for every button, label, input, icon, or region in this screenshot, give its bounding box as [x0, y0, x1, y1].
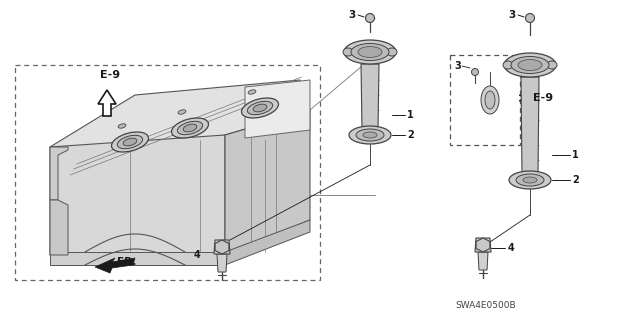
Circle shape: [365, 13, 374, 23]
Polygon shape: [98, 90, 116, 116]
Ellipse shape: [349, 126, 391, 144]
Ellipse shape: [481, 86, 499, 114]
Ellipse shape: [111, 132, 148, 152]
Ellipse shape: [516, 174, 544, 186]
Polygon shape: [50, 147, 68, 200]
Polygon shape: [50, 200, 68, 255]
Ellipse shape: [248, 90, 256, 94]
Text: 3: 3: [349, 10, 356, 20]
Ellipse shape: [509, 171, 551, 189]
Ellipse shape: [511, 56, 549, 73]
Text: 3: 3: [509, 10, 516, 20]
Polygon shape: [225, 220, 310, 265]
Ellipse shape: [523, 177, 537, 183]
Polygon shape: [215, 240, 229, 254]
Polygon shape: [50, 135, 225, 255]
Polygon shape: [95, 258, 135, 273]
Ellipse shape: [177, 121, 203, 135]
Ellipse shape: [351, 43, 389, 61]
Ellipse shape: [172, 118, 209, 138]
Ellipse shape: [253, 104, 267, 112]
Ellipse shape: [247, 101, 273, 115]
Bar: [15, 65, 320, 280]
Polygon shape: [214, 240, 230, 254]
Polygon shape: [475, 238, 491, 252]
Polygon shape: [361, 64, 379, 130]
Ellipse shape: [363, 132, 377, 138]
Circle shape: [472, 69, 479, 76]
Text: 3: 3: [454, 61, 461, 71]
Ellipse shape: [387, 48, 397, 56]
Text: E-9: E-9: [533, 93, 553, 103]
Polygon shape: [225, 110, 310, 255]
Ellipse shape: [241, 98, 278, 118]
Text: 2: 2: [407, 130, 413, 140]
Ellipse shape: [547, 61, 557, 69]
Ellipse shape: [504, 53, 556, 77]
Ellipse shape: [183, 124, 197, 132]
Polygon shape: [245, 80, 310, 138]
Ellipse shape: [356, 129, 384, 141]
Polygon shape: [50, 80, 310, 175]
Text: SWA4E0500B: SWA4E0500B: [455, 300, 516, 309]
Ellipse shape: [123, 138, 137, 146]
Text: 1: 1: [572, 150, 579, 160]
Ellipse shape: [344, 40, 396, 64]
Polygon shape: [50, 252, 225, 265]
Ellipse shape: [358, 47, 382, 57]
Ellipse shape: [485, 91, 495, 109]
Ellipse shape: [178, 110, 186, 114]
Ellipse shape: [117, 135, 143, 149]
Ellipse shape: [118, 124, 126, 128]
Text: 4: 4: [193, 250, 200, 260]
Ellipse shape: [518, 60, 542, 70]
Polygon shape: [217, 254, 227, 272]
Text: FR.: FR.: [117, 257, 136, 267]
Ellipse shape: [343, 48, 353, 56]
Polygon shape: [521, 77, 539, 175]
Bar: [450, 55, 520, 145]
Text: 4: 4: [508, 243, 515, 253]
Polygon shape: [476, 238, 490, 252]
Ellipse shape: [503, 61, 513, 69]
Text: 2: 2: [572, 175, 579, 185]
Text: E-9: E-9: [100, 70, 120, 80]
Polygon shape: [478, 252, 488, 270]
Text: 1: 1: [407, 110, 413, 120]
Circle shape: [525, 13, 534, 23]
